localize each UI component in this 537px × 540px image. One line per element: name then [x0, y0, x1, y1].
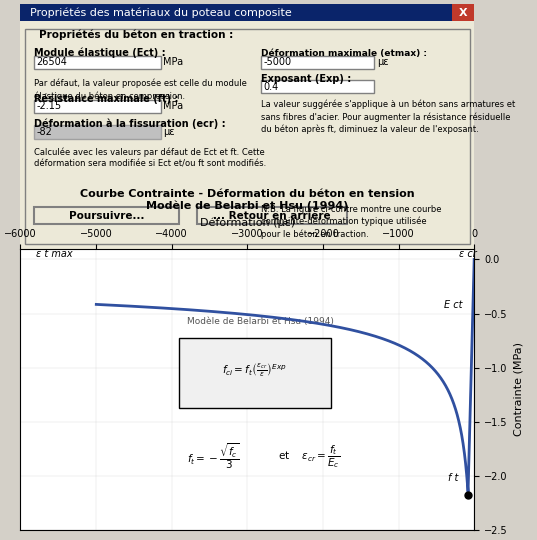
Text: f t: f t: [448, 473, 458, 483]
Text: Exposant (Exp) :: Exposant (Exp) :: [261, 74, 351, 84]
Text: MPa: MPa: [163, 57, 184, 67]
Text: Calculée avec les valeurs par défaut de Ect et ft. Cette
déformation sera modifi: Calculée avec les valeurs par défaut de …: [34, 147, 266, 168]
Text: Déformation maximale (etmax) :: Déformation maximale (etmax) :: [261, 49, 427, 58]
Text: N.B. La figure ci-contre montre une courbe
contrainte-déformation typique utilis: N.B. La figure ci-contre montre une cour…: [261, 205, 441, 239]
Text: με: με: [163, 127, 175, 137]
FancyBboxPatch shape: [452, 4, 474, 21]
Text: ε t max: ε t max: [35, 249, 72, 259]
Text: Module élastique (Ect) :: Module élastique (Ect) :: [34, 48, 166, 58]
FancyBboxPatch shape: [261, 80, 374, 93]
Text: ε cr: ε cr: [459, 249, 477, 259]
Text: MPa: MPa: [163, 101, 184, 111]
Text: 26504: 26504: [37, 57, 67, 67]
Text: -5000: -5000: [263, 57, 292, 67]
Text: X: X: [459, 8, 467, 18]
X-axis label: Déformation (με): Déformation (με): [200, 218, 295, 228]
FancyBboxPatch shape: [34, 207, 179, 224]
Text: Résistance maximale (ft) :: Résistance maximale (ft) :: [34, 93, 179, 104]
Text: Modèle de Belarbi et Hsu (1994): Modèle de Belarbi et Hsu (1994): [187, 318, 333, 326]
Text: -2.15: -2.15: [37, 101, 61, 111]
FancyBboxPatch shape: [34, 125, 161, 139]
Text: $f_{ci} = f_t \left(\frac{\varepsilon_{cr}}{\varepsilon}\right)^{Exp}$: $f_{ci} = f_t \left(\frac{\varepsilon_{c…: [222, 361, 287, 379]
FancyBboxPatch shape: [34, 99, 161, 113]
FancyBboxPatch shape: [20, 4, 474, 21]
Text: E ct: E ct: [444, 300, 462, 310]
FancyBboxPatch shape: [179, 339, 330, 408]
FancyBboxPatch shape: [261, 56, 374, 69]
Text: 0.4: 0.4: [263, 82, 279, 92]
Text: -82: -82: [37, 127, 52, 137]
Text: Par défaut, la valeur proposée est celle du module
élastique du béton en compres: Par défaut, la valeur proposée est celle…: [34, 79, 247, 101]
Text: ... Retour en arrière: ... Retour en arrière: [214, 211, 331, 221]
Text: et    $\varepsilon_{cr} = \dfrac{f_t}{E_c}$: et $\varepsilon_{cr} = \dfrac{f_t}{E_c}$: [278, 443, 340, 470]
FancyBboxPatch shape: [25, 29, 470, 244]
Text: $f_t = -\dfrac{\sqrt{f_c}}{3}$: $f_t = -\dfrac{\sqrt{f_c}}{3}$: [187, 441, 239, 471]
Title: Courbe Contrainte - Déformation du béton en tension
Modèle de Belarbi et Hsu (19: Courbe Contrainte - Déformation du béton…: [80, 189, 415, 211]
Text: Poursuivre...: Poursuivre...: [69, 211, 144, 221]
Y-axis label: Contrainte (MPa): Contrainte (MPa): [513, 342, 523, 436]
Text: με: με: [376, 57, 388, 67]
FancyBboxPatch shape: [20, 21, 474, 248]
FancyBboxPatch shape: [198, 207, 347, 224]
Text: Déformation à la fissuration (ecr) :: Déformation à la fissuration (ecr) :: [34, 119, 226, 129]
Text: La valeur suggérée s'applique à un béton sans armatures et
sans fibres d'acier. : La valeur suggérée s'applique à un béton…: [261, 99, 515, 134]
Text: Propriétés des matériaux du poteau composite: Propriétés des matériaux du poteau compo…: [30, 8, 291, 18]
FancyBboxPatch shape: [34, 56, 161, 69]
Text: Propriétés du béton en traction :: Propriétés du béton en traction :: [39, 30, 233, 40]
